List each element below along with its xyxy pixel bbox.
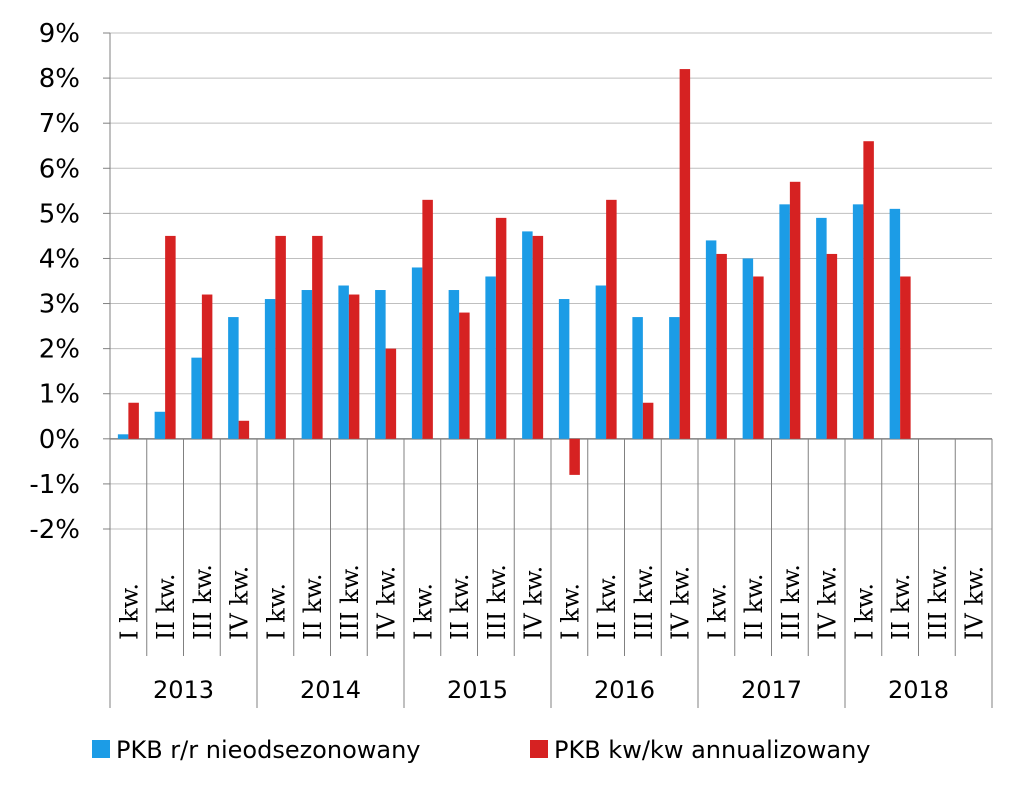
- y-tick-label: 8%: [39, 64, 80, 94]
- bar-series-1: [816, 217, 827, 439]
- x-tick-label: II kw.: [887, 574, 915, 640]
- y-tick-label: 4%: [39, 244, 80, 274]
- bar-series-2: [459, 312, 470, 439]
- x-tick-label: III kw.: [189, 564, 217, 640]
- x-tick-label: IV kw.: [373, 566, 401, 640]
- bar-series-2: [569, 438, 580, 475]
- bar-series-2: [753, 276, 764, 439]
- bar-series-2: [238, 420, 250, 439]
- x-tick-label: IV kw.: [814, 566, 842, 640]
- bar-series-1: [375, 290, 386, 439]
- y-tick-label: 3%: [39, 290, 80, 320]
- bar-series-2: [422, 199, 433, 439]
- y-tick-label: -2%: [29, 515, 80, 545]
- x-tick-label: IV kw.: [667, 566, 695, 640]
- legend-label-series-1: PKB r/r nieodsezonowany: [116, 736, 421, 764]
- bar-series-2: [348, 294, 360, 439]
- x-tick-label: I kw.: [115, 583, 143, 640]
- x-tick-label: II kw.: [299, 574, 327, 640]
- x-tick-label: II kw.: [593, 574, 621, 640]
- bar-series-1: [852, 204, 864, 439]
- y-tick-label: 9%: [39, 19, 80, 49]
- y-tick-label: 6%: [39, 154, 80, 184]
- legend-swatch-series-2: [530, 740, 548, 758]
- bar-series-2: [789, 181, 801, 439]
- bar-series-2: [826, 253, 838, 439]
- x-tick-label: III kw.: [924, 564, 952, 640]
- bar-series-2: [275, 235, 286, 439]
- bar-series-1: [889, 208, 901, 439]
- x-tick-label: IV kw.: [961, 566, 989, 640]
- bar-series-1: [779, 204, 790, 439]
- x-tick-label: I kw.: [556, 583, 584, 640]
- x-tick-label: III kw.: [777, 564, 805, 640]
- x-tick-label: III kw.: [483, 564, 511, 640]
- bar-series-1: [558, 299, 570, 439]
- bar-series-2: [495, 217, 507, 439]
- bar-series-2: [606, 199, 617, 439]
- axis-labels: -2% -1% 0% 1% 2% 3% 4% 5% 6% 7% 8% 9% I kw. II kw. III…: [29, 19, 988, 704]
- y-tick-label: 1%: [39, 380, 80, 410]
- bar-series-1: [669, 317, 680, 439]
- year-label: 2016: [594, 676, 655, 704]
- bar-series-1: [705, 240, 717, 439]
- y-tick-label: 2%: [39, 335, 80, 365]
- bar-series-2: [863, 141, 874, 439]
- y-tick-label: 7%: [39, 109, 80, 139]
- x-tick-label: II kw.: [740, 574, 768, 640]
- x-tick-label: I kw.: [850, 583, 878, 640]
- y-tick-label: 5%: [39, 199, 80, 229]
- bar-series-1: [411, 267, 423, 439]
- bar-series-2: [201, 294, 213, 439]
- x-tick-label: I kw.: [703, 583, 731, 640]
- bars: [117, 69, 911, 475]
- x-tick-label: IV kw.: [520, 566, 548, 640]
- axes: [103, 32, 993, 708]
- bar-series-2: [312, 235, 323, 439]
- bar-series-1: [742, 258, 754, 439]
- legend-swatch-series-1: [92, 740, 110, 758]
- x-tick-label: I kw.: [409, 583, 437, 640]
- bar-series-1: [338, 285, 349, 439]
- legend: PKB r/r nieodsezonowany PKB kw/kw annual…: [92, 736, 871, 764]
- year-label: 2014: [300, 676, 361, 704]
- x-tick-label: III kw.: [336, 564, 364, 640]
- bar-series-1: [595, 285, 607, 439]
- bar-series-2: [679, 69, 691, 439]
- y-tick-label: -1%: [29, 470, 80, 500]
- bar-series-2: [716, 253, 727, 439]
- bar-series-1: [301, 290, 313, 439]
- bar-series-1: [485, 276, 496, 439]
- bar-series-1: [228, 317, 239, 439]
- bar-series-1: [632, 317, 643, 439]
- bar-series-1: [191, 357, 202, 439]
- bar-series-2: [900, 276, 911, 439]
- year-label: 2017: [741, 676, 802, 704]
- x-tick-label: III kw.: [630, 564, 658, 640]
- bar-series-1: [117, 434, 129, 439]
- x-tick-label: I kw.: [262, 583, 290, 640]
- bar-series-2: [532, 235, 544, 439]
- year-label: 2013: [153, 676, 214, 704]
- x-tick-label: II kw.: [152, 574, 180, 640]
- bar-series-1: [448, 290, 460, 439]
- x-tick-label: II kw.: [446, 574, 474, 640]
- bar-series-2: [385, 348, 397, 439]
- bar-series-2: [165, 235, 176, 439]
- x-tick-label: IV kw.: [226, 566, 254, 640]
- bar-series-1: [264, 299, 276, 439]
- legend-label-series-2: PKB kw/kw annualizowany: [554, 736, 871, 764]
- bar-series-2: [642, 402, 654, 439]
- bar-series-1: [154, 411, 166, 439]
- bar-series-1: [522, 231, 533, 439]
- y-tick-label: 0%: [39, 425, 80, 455]
- year-label: 2015: [447, 676, 508, 704]
- bar-series-2: [128, 402, 139, 439]
- year-label: 2018: [888, 676, 949, 704]
